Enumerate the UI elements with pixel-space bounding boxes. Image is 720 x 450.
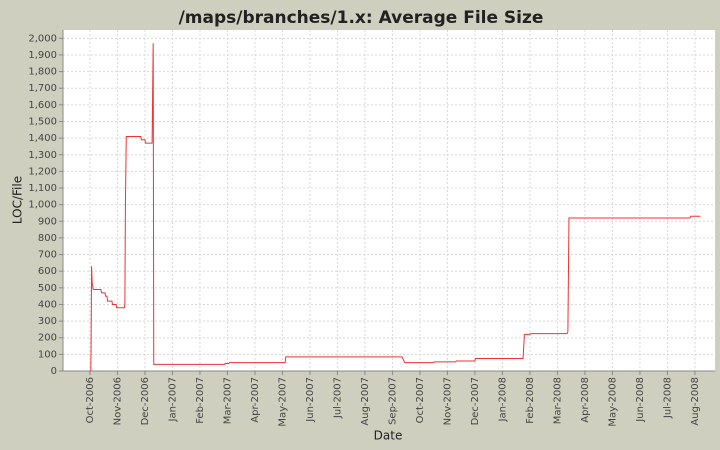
x-tick-label: Jun-2008 (635, 377, 646, 423)
x-tick-label: Apr-2007 (250, 377, 261, 423)
x-tick-label: May-2008 (607, 377, 618, 427)
x-tick-label: Oct-2006 (85, 377, 96, 423)
x-tick-label: Aug-2007 (360, 377, 371, 426)
y-tick-label: 1,600 (28, 100, 57, 111)
y-tick-label: 900 (38, 216, 57, 227)
x-tick-label: Jul-2007 (332, 377, 343, 419)
x-tick-label: Dec-2007 (470, 377, 481, 425)
x-tick-label: Mar-2008 (552, 377, 563, 424)
x-tick-label: Sep-2007 (387, 377, 398, 425)
x-tick-label: Jan-2007 (167, 377, 178, 422)
x-tick-label: Jun-2007 (305, 377, 316, 423)
y-tick-label: 400 (38, 299, 57, 310)
y-tick-label: 1,200 (28, 166, 57, 177)
x-tick-label: Feb-2007 (195, 377, 206, 424)
x-axis-title: Date (374, 429, 403, 443)
x-tick-label: Jul-2008 (662, 377, 673, 419)
y-tick-label: 1,100 (28, 183, 57, 194)
data-line (90, 43, 701, 372)
y-tick-label: 500 (38, 283, 57, 294)
y-tick-label: 100 (38, 349, 57, 360)
chart-title: /maps/branches/1.x: Average File Size (179, 8, 544, 28)
y-tick-label: 0 (51, 366, 57, 377)
y-tick-label: 1,400 (28, 133, 57, 144)
y-tick-label: 1,300 (28, 150, 57, 161)
x-tick-label: Nov-2006 (112, 377, 123, 425)
x-tick-label: Feb-2008 (525, 377, 536, 424)
y-tick-label: 1,900 (28, 50, 57, 61)
x-tick-label: Oct-2007 (415, 377, 426, 423)
x-tick-label: Aug-2008 (690, 377, 701, 426)
x-tick-label: Nov-2007 (442, 377, 453, 425)
y-tick-label: 2,000 (28, 33, 57, 44)
y-tick-label: 800 (38, 233, 57, 244)
plot-area (63, 30, 715, 371)
y-tick-label: 1,700 (28, 83, 57, 94)
y-tick-label: 700 (38, 250, 57, 261)
y-tick-label: 1,800 (28, 67, 57, 78)
y-tick-label: 200 (38, 333, 57, 344)
y-axis-title: LOC/File (11, 176, 25, 224)
x-tick-label: Mar-2007 (222, 377, 233, 424)
x-tick-label: May-2007 (277, 377, 288, 427)
x-tick-label: Jan-2008 (497, 377, 508, 422)
y-tick-label: 300 (38, 316, 57, 327)
y-tick-label: 1,500 (28, 116, 57, 127)
y-tick-label: 600 (38, 266, 57, 277)
y-tick-label: 1,000 (28, 200, 57, 211)
x-tick-label: Apr-2008 (580, 377, 591, 423)
x-tick-label: Dec-2006 (140, 377, 151, 425)
